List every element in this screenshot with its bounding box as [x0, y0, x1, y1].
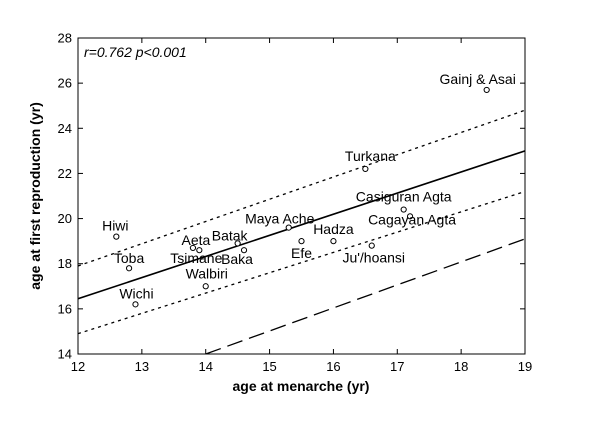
x-tick-label: 16: [326, 359, 340, 374]
data-point: [125, 265, 133, 272]
data-point: [362, 165, 369, 173]
confidence-band-line: [78, 109, 525, 267]
y-tick-label: 22: [58, 166, 72, 181]
point-label: Walbiri: [186, 265, 228, 281]
data-point: [189, 244, 197, 252]
x-tick-label: 18: [454, 359, 468, 374]
data-point: [196, 247, 203, 254]
x-tick-label: 17: [390, 359, 404, 374]
point-label: Tsimane: [170, 250, 222, 266]
data-point: [406, 213, 414, 220]
correlation-annotation: r=0.762 p<0.001: [84, 44, 187, 60]
y-tick-label: 16: [58, 301, 72, 316]
regression-lines: [78, 109, 525, 354]
data-point: [240, 247, 248, 254]
point-label: Baka: [221, 251, 253, 267]
data-point: [132, 301, 139, 308]
data-point: [113, 233, 120, 240]
x-tick-label: 19: [518, 359, 532, 374]
data-point: [330, 238, 337, 245]
point-label: Hiwi: [102, 218, 128, 234]
y-tick-label: 26: [58, 76, 72, 91]
point-label: Gainj & Asai: [440, 71, 516, 87]
point-label: Efe: [291, 245, 312, 261]
data-point: [234, 240, 241, 247]
data-point: [298, 238, 305, 245]
data-point: [285, 224, 292, 231]
x-tick-label: 14: [198, 359, 212, 374]
x-tick-label: 13: [135, 359, 149, 374]
data-point: [202, 283, 209, 290]
y-axis-title: age at first reproduction (yr): [27, 102, 43, 289]
y-tick-label: 28: [58, 31, 72, 46]
point-label: Aeta: [182, 232, 211, 248]
y-tick-label: 18: [58, 256, 72, 271]
y-tick-label: 14: [58, 347, 72, 362]
data-point: [400, 206, 407, 213]
point-label: Toba: [114, 250, 145, 266]
x-axis-title: age at menarche (yr): [233, 378, 370, 394]
x-tick-label: 12: [71, 359, 85, 374]
data-points: Gainj & Asai Turkana Casiguran Agta Cagayan…: [102, 71, 516, 308]
x-tick-label: 15: [262, 359, 276, 374]
plot-frame: [77, 37, 526, 355]
y-tick-label: 20: [58, 211, 72, 226]
point-label: Turkana: [345, 148, 396, 164]
point-label: Hadza: [313, 221, 354, 237]
point-label: Batak: [212, 227, 249, 243]
y-tick-label: 24: [58, 121, 72, 136]
point-label: Wichi: [119, 285, 153, 301]
point-label: Casiguran Agta: [356, 189, 452, 205]
point-label: Maya Ache: [245, 211, 314, 227]
data-point: [368, 242, 375, 249]
confidence-band-line: [78, 190, 525, 335]
regression-line: [78, 150, 525, 300]
data-point: [483, 86, 490, 94]
axis-ticks: 12 13 14 15 16 17 18 19 14 16 18 20 22 24 26 28: [58, 31, 533, 375]
reference-dashed-line: [205, 238, 525, 354]
point-label: Ju'/hoansi: [342, 250, 405, 266]
point-label: Cagayan Agta: [368, 211, 456, 227]
